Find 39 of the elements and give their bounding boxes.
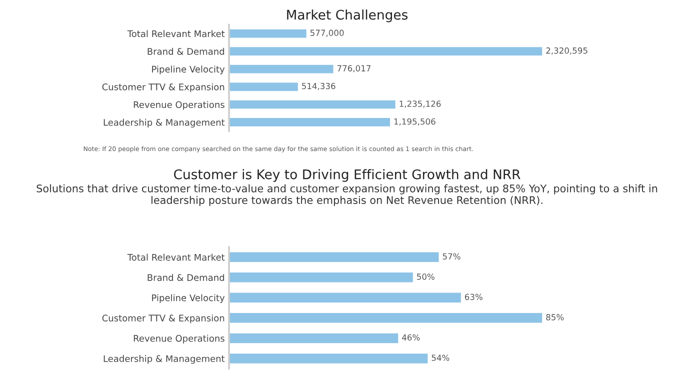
bar — [229, 352, 430, 365]
data-label: 50% — [417, 274, 434, 280]
bar — [229, 46, 544, 57]
data-label: 1,235,126 — [400, 100, 441, 108]
bar — [229, 98, 397, 110]
chart-title: Customer is Key to Driving Efficient Growth and NRR — [174, 169, 520, 182]
bar — [229, 291, 462, 304]
y-tick-label: Pipeline Velocity — [152, 66, 225, 74]
data-label: 1,195,506 — [394, 118, 436, 126]
y-tick-label: Customer TTV & Expansion — [102, 83, 224, 92]
data-label: 514,336 — [302, 82, 336, 90]
bar — [229, 63, 335, 75]
y-tick-label: Leadership & Management — [104, 118, 225, 128]
y-tick-label: Total Relevant Market — [127, 254, 225, 261]
bar — [229, 81, 300, 92]
data-label: 57% — [442, 253, 460, 260]
y-tick-label: Leadership & Management — [104, 355, 225, 364]
data-label: 63% — [464, 294, 482, 300]
chart-title: Market Challenges — [287, 10, 408, 22]
bar — [229, 28, 308, 40]
y-tick-label: Total Relevant Market — [127, 30, 225, 38]
y-tick-label: Customer TTV & Expansion — [102, 314, 224, 324]
data-label: 2,320,595 — [546, 47, 588, 55]
data-label: 577,000 — [310, 30, 344, 37]
bar — [229, 332, 400, 344]
y-tick-label: Revenue Operations — [134, 101, 224, 110]
data-label: 776,017 — [337, 65, 370, 72]
y-tick-label: Pipeline Velocity — [152, 294, 225, 303]
bar — [229, 271, 414, 284]
bar — [229, 312, 544, 324]
data-label: 46% — [402, 334, 420, 341]
chart-subtitle: Solutions that drive customer time-to-value and customer expansion growing fastest, up 85% YoY, pointing to a shift in leadership posture towards the emphasis on Net Revenue Retention (NRR). — [36, 184, 658, 206]
bar — [229, 116, 392, 128]
y-tick-label: Brand & Demand — [148, 48, 224, 55]
bar — [229, 250, 440, 264]
data-label: 54% — [432, 354, 450, 361]
data-label: 85% — [546, 314, 564, 320]
y-tick-label: Revenue Operations — [134, 334, 224, 344]
y-tick-label: Brand & Demand — [148, 274, 224, 281]
